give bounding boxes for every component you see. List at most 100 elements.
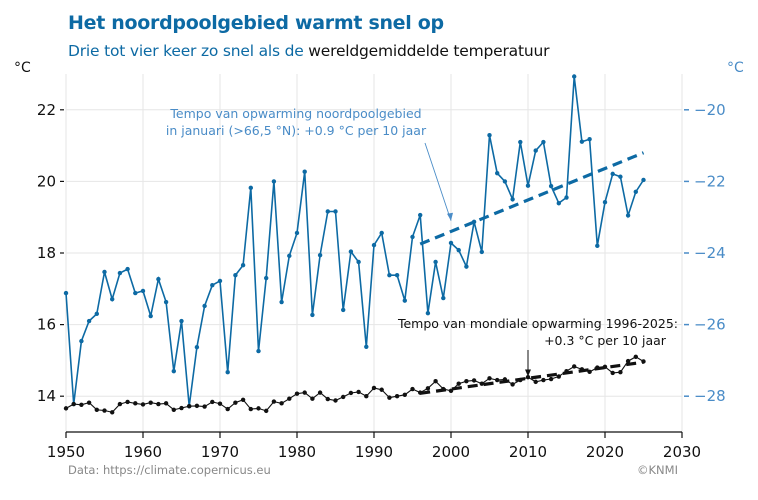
global-point: [225, 406, 230, 412]
arctic-point: [217, 278, 223, 284]
global-point: [479, 381, 484, 386]
global-point: [171, 407, 176, 413]
global-arrowhead: [525, 369, 531, 377]
arctic-point: [464, 264, 469, 269]
global-point: [464, 378, 469, 384]
global-point: [533, 379, 538, 385]
arctic-point: [63, 290, 69, 296]
credit: ©KNMI: [637, 463, 678, 477]
left-axis-unit: °C: [14, 60, 31, 76]
global-point: [317, 390, 323, 395]
arctic-point: [541, 139, 546, 145]
global-point: [125, 399, 130, 405]
global-point: [402, 392, 407, 397]
global-point: [387, 395, 392, 400]
global-point: [602, 364, 608, 370]
global-point: [194, 403, 200, 409]
global-point: [579, 367, 585, 372]
global-point: [310, 396, 315, 401]
x-tick-label: 1950: [47, 443, 85, 461]
global-point: [441, 386, 446, 392]
arctic-point: [341, 307, 346, 313]
global-point: [271, 399, 277, 404]
arctic-point: [110, 296, 115, 302]
left-y-tick-label: 18: [37, 244, 56, 262]
arctic-point: [602, 199, 608, 205]
right-y-tick-label: −20: [694, 101, 726, 119]
arctic-point: [418, 212, 423, 218]
global-point: [525, 375, 531, 380]
global-point: [179, 405, 184, 411]
arctic-annotation-line1: Tempo van opwarming noordpoolgebied: [169, 106, 421, 121]
global-point: [348, 390, 354, 396]
global-point: [510, 382, 515, 387]
arctic-point: [125, 266, 130, 272]
arctic-annotation-line2: in januari (>66,5 °N): +0.9 °C per 10 ja…: [166, 123, 427, 138]
right-y-tick-label: −24: [694, 244, 726, 262]
global-point: [279, 401, 284, 406]
global-point: [371, 385, 377, 391]
global-point: [140, 402, 146, 407]
arctic-point: [356, 259, 361, 265]
global-point: [333, 398, 338, 403]
arctic-point: [595, 243, 600, 249]
arctic-point: [94, 311, 100, 317]
arctic-point: [625, 213, 631, 218]
global-point: [102, 408, 107, 413]
arctic-point: [225, 370, 230, 375]
global-point: [587, 369, 592, 375]
global-point: [264, 408, 269, 414]
arctic-point: [525, 183, 531, 188]
global-point: [133, 401, 138, 406]
arctic-point: [410, 234, 415, 240]
arctic-point: [587, 136, 592, 142]
arctic-point: [495, 170, 500, 176]
global-point: [541, 377, 546, 383]
arctic-trend-line: [419, 151, 645, 246]
arctic-point: [371, 242, 377, 248]
arctic-point: [510, 197, 515, 202]
arctic-point: [194, 344, 200, 350]
arctic-point: [233, 272, 238, 278]
arctic-point: [441, 295, 446, 301]
arctic-point: [86, 318, 92, 324]
global-point: [248, 406, 253, 412]
global-point: [287, 396, 292, 401]
arctic-point: [618, 174, 623, 179]
arctic-point: [387, 272, 392, 278]
arctic-point: [641, 177, 646, 183]
global-point: [595, 365, 600, 370]
arctic-point: [264, 275, 269, 281]
arctic-point: [502, 179, 508, 184]
arctic-point: [117, 270, 123, 276]
arctic-point: [240, 262, 246, 268]
global-point: [456, 381, 461, 386]
left-y-tick-label: 22: [37, 101, 56, 119]
global-point: [341, 394, 346, 400]
left-y-tick-label: 16: [37, 316, 56, 334]
global-point: [71, 401, 76, 407]
global-annotation-line2: +0.3 °C per 10 jaar: [544, 333, 667, 348]
global-point: [325, 396, 330, 402]
arctic-point: [556, 201, 561, 206]
arctic-point: [302, 169, 307, 174]
x-tick-label: 1990: [355, 443, 393, 461]
arctic-point: [248, 185, 253, 191]
global-point: [548, 376, 554, 382]
global-point: [187, 404, 192, 409]
arctic-point: [633, 189, 638, 194]
global-point: [425, 386, 431, 391]
arctic-point: [310, 312, 315, 318]
x-tick-label: 2030: [663, 443, 701, 461]
global-point: [610, 370, 615, 376]
right-axis-unit: °C: [727, 60, 744, 76]
arctic-point: [425, 310, 431, 316]
chart-title: Het noordpoolgebied warmt snel op: [68, 12, 444, 34]
global-point: [556, 374, 561, 379]
global-point: [94, 407, 100, 413]
arctic-point: [610, 171, 615, 177]
global-point: [63, 406, 69, 411]
arctic-point: [287, 253, 292, 259]
global-point: [502, 377, 508, 382]
